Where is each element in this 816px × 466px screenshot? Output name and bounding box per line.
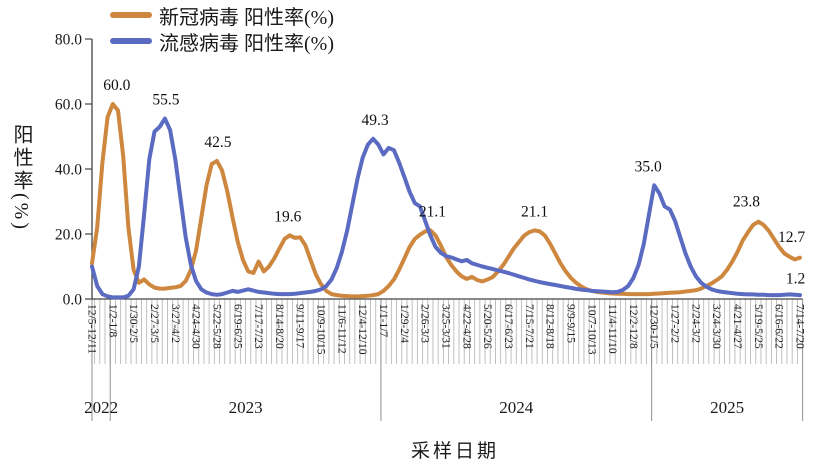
data-label: 12.7 [778,229,805,246]
week-label: 3/27-4/2 [169,304,181,343]
week-label: 4/24-4/30 [190,304,202,349]
week-label: 8/12-8/18 [544,304,556,349]
data-label: 19.6 [274,208,301,225]
week-label: 12/2-12/8 [627,304,639,349]
week-label: 6/17-6/23 [502,304,514,349]
chart-legend: 新冠病毒 阳性率(%) 流感病毒 阳性率(%) [110,2,334,55]
week-label: 7/15-7/21 [523,304,535,349]
data-label: 42.5 [204,134,231,151]
year-label: 2023 [229,398,263,417]
week-label: 11/4-11/10 [606,304,618,354]
legend-label-flu: 流感病毒 阳性率(%) [159,32,334,55]
year-label: 2024 [499,398,534,417]
week-label: 8/14-8/20 [273,304,285,349]
covid-series-line [90,102,802,299]
y-tick-label: 0.0 [63,292,83,309]
y-tick-label: 20.0 [55,227,82,244]
year-label: 2022 [84,398,118,417]
week-label: 7/17-7/23 [252,304,264,349]
data-label: 1.2 [786,270,805,287]
week-label: 4/21-4/27 [731,304,743,349]
week-label: 6/19-6/25 [231,304,243,349]
y-tick-label: 60.0 [55,97,82,114]
covid-line-swatch-icon [110,12,152,18]
legend-label-covid: 新冠病毒 阳性率(%) [159,6,334,29]
week-label: 12/4-12/10 [356,304,368,355]
year-label: 2025 [710,398,744,417]
week-label: 1/2-1/8 [106,304,118,337]
week-label: 3/24-3/30 [710,304,722,349]
week-label: 10/9-10/15 [315,304,327,355]
data-label: 35.0 [635,158,662,175]
week-label: 11/6-11/12 [335,304,347,354]
week-label: 2/24-3/2 [689,304,701,343]
week-label: 12/5-12/11 [86,304,98,354]
week-label: 3/25-3/31 [440,304,452,349]
week-label: 2/27-3/5 [148,304,160,343]
flu-line-swatch-icon [110,38,152,44]
week-label: 6/16-6/22 [773,304,785,349]
y-tick-label: 40.0 [55,162,82,179]
y-tick-label: 80.0 [55,32,82,49]
week-label: 5/22-5/28 [210,304,222,349]
data-label: 49.3 [362,112,389,129]
week-label: 7/14-7/20 [794,304,806,349]
week-label: 5/20-5/26 [481,304,493,349]
week-label: 1/1-1/7 [377,304,389,337]
data-label: 21.1 [419,203,446,220]
week-label: 9/11-9/17 [294,304,306,349]
data-label: 60.0 [103,77,130,94]
week-label: 10/7-10/13 [585,304,597,355]
week-label: 2/26-3/3 [419,304,431,343]
legend-item-covid: 新冠病毒 阳性率(%) [110,2,334,29]
flu-series-line [90,116,802,300]
data-label: 21.1 [521,203,548,220]
week-label: 4/22-4/28 [460,304,472,349]
week-label: 1/29-2/4 [398,304,410,343]
week-label: 1/30-2/5 [127,304,139,343]
week-label: 5/19-5/25 [752,304,764,349]
week-label: 12/30-1/5 [648,304,660,349]
data-label: 23.8 [733,194,760,211]
legend-item-flu: 流感病毒 阳性率(%) [110,28,334,55]
week-label: 1/27-2/2 [669,304,681,343]
week-label: 9/9-9/15 [564,304,576,343]
x-axis-title: 采样日期 [410,441,500,462]
y-axis-title: 阳性率(%) [10,124,32,232]
data-label: 55.5 [152,92,179,109]
